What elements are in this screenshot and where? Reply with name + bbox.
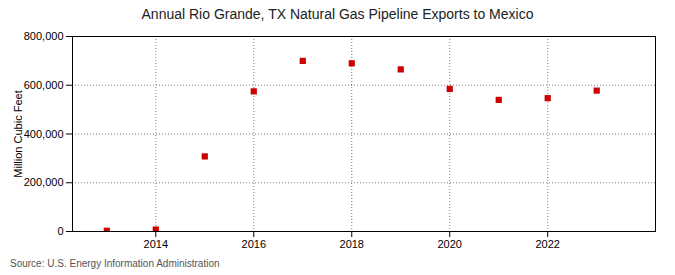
svg-text:2016: 2016 (242, 238, 266, 250)
svg-text:2014: 2014 (144, 238, 168, 250)
svg-text:600,000: 600,000 (24, 79, 64, 91)
svg-text:2018: 2018 (340, 238, 364, 250)
svg-text:200,000: 200,000 (24, 176, 64, 188)
svg-text:Million Cubic Feet: Million Cubic Feet (12, 90, 24, 177)
svg-text:800,000: 800,000 (24, 30, 64, 42)
svg-text:2020: 2020 (437, 238, 461, 250)
html-text:Annual Rio Grande, TX Natural: Annual Rio Grande, TX Natural Gas Pipeli… (141, 6, 534, 22)
html-text:Source: U.S. Energy Informatio: Source: U.S. Energy Information Administ… (10, 258, 220, 269)
svg-text:0: 0 (57, 225, 63, 237)
svg-text:400,000: 400,000 (24, 128, 64, 140)
svg-text:2022: 2022 (535, 238, 559, 250)
